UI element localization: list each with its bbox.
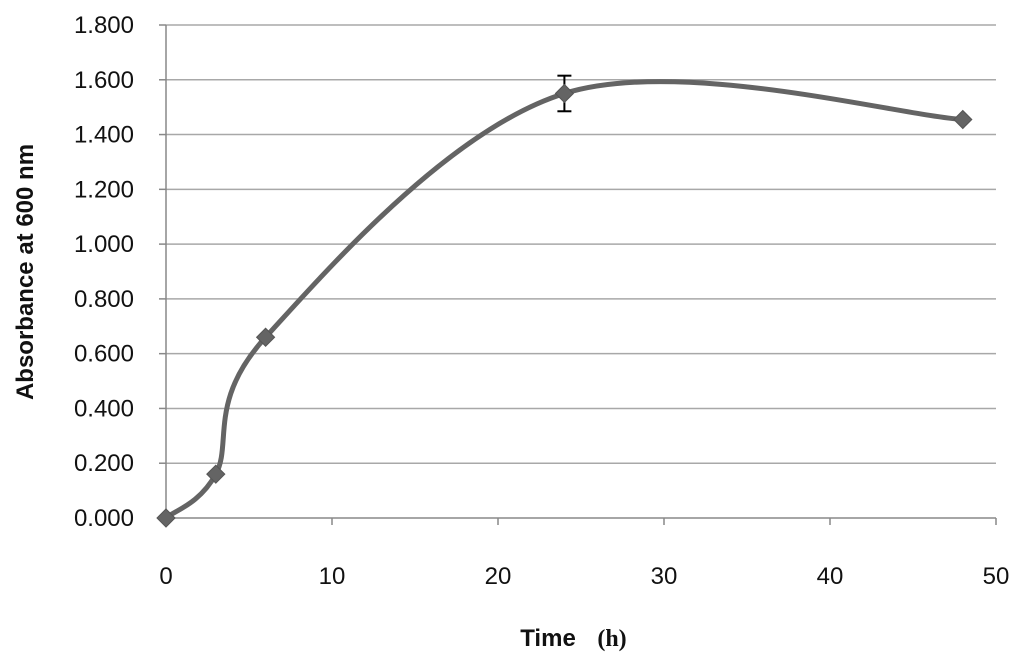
y-tick-label: 1.800 xyxy=(74,12,134,39)
x-tick-label: 0 xyxy=(159,563,172,590)
x-tick-label: 30 xyxy=(651,563,678,590)
data-point-marker xyxy=(255,327,276,347)
y-tick-label: 0.200 xyxy=(74,450,134,477)
data-point-marker xyxy=(554,83,575,104)
data-point-marker xyxy=(156,508,176,528)
x-axis-title: Time xyxy=(520,625,576,652)
y-tick-label: 1.000 xyxy=(74,231,134,258)
y-tick-label: 1.200 xyxy=(74,176,134,203)
y-tick-label: 0.600 xyxy=(74,341,134,368)
data-point-marker xyxy=(953,109,973,130)
y-tick-label: 0.800 xyxy=(74,286,134,313)
data-point-marker xyxy=(206,464,226,484)
axes xyxy=(165,25,996,519)
x-axis-ticks: 0 10 20 30 40 50 xyxy=(159,518,1009,590)
y-tick-label: 1.400 xyxy=(74,122,134,149)
y-axis-title: Absorbance at 600 nm xyxy=(12,144,39,400)
y-tick-label: 1.600 xyxy=(74,67,134,94)
grid-lines xyxy=(166,24,996,464)
x-tick-label: 40 xyxy=(817,563,844,590)
y-tick-label: 0.000 xyxy=(74,505,134,532)
x-tick-label: 10 xyxy=(319,563,346,590)
x-tick-label: 50 xyxy=(983,563,1010,590)
data-series xyxy=(156,74,973,528)
x-axis-unit: (h) xyxy=(597,626,626,652)
series-line xyxy=(163,79,966,521)
x-tick-label: 20 xyxy=(485,563,512,590)
y-tick-label: 0.400 xyxy=(74,395,134,422)
y-axis-ticks: 0.000 0.200 0.400 0.600 0.800 1.000 1.200 1.400… xyxy=(74,12,166,532)
